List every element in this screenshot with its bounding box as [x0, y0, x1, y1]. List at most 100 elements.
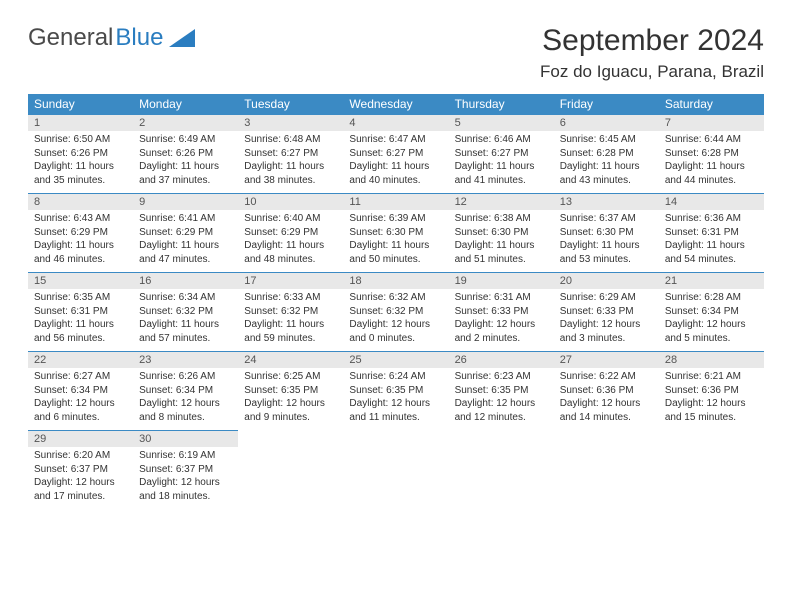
- day-cell: Sunrise: 6:23 AMSunset: 6:35 PMDaylight:…: [449, 368, 554, 431]
- sunset-text: Sunset: 6:29 PM: [244, 226, 337, 240]
- day-header: Saturday: [659, 94, 764, 115]
- day-number: [238, 431, 343, 448]
- day-cell: [238, 447, 343, 509]
- day-number: 14: [659, 194, 764, 211]
- sunset-text: Sunset: 6:32 PM: [349, 305, 442, 319]
- day-cell: Sunrise: 6:35 AMSunset: 6:31 PMDaylight:…: [28, 289, 133, 352]
- day-cell: Sunrise: 6:43 AMSunset: 6:29 PMDaylight:…: [28, 210, 133, 273]
- day-cell: Sunrise: 6:25 AMSunset: 6:35 PMDaylight:…: [238, 368, 343, 431]
- sunset-text: Sunset: 6:28 PM: [665, 147, 758, 161]
- day-cell: Sunrise: 6:50 AMSunset: 6:26 PMDaylight:…: [28, 131, 133, 194]
- day-number: 10: [238, 194, 343, 211]
- day-number: 3: [238, 115, 343, 132]
- sunset-text: Sunset: 6:27 PM: [455, 147, 548, 161]
- day-header: Sunday: [28, 94, 133, 115]
- day-number: [659, 431, 764, 448]
- sunset-text: Sunset: 6:37 PM: [139, 463, 232, 477]
- sunset-text: Sunset: 6:32 PM: [244, 305, 337, 319]
- sunrise-text: Sunrise: 6:33 AM: [244, 291, 337, 305]
- sunset-text: Sunset: 6:36 PM: [560, 384, 653, 398]
- sunrise-text: Sunrise: 6:32 AM: [349, 291, 442, 305]
- day-number: [449, 431, 554, 448]
- sunset-text: Sunset: 6:34 PM: [34, 384, 127, 398]
- sunrise-text: Sunrise: 6:28 AM: [665, 291, 758, 305]
- sunrise-text: Sunrise: 6:41 AM: [139, 212, 232, 226]
- sunset-text: Sunset: 6:29 PM: [34, 226, 127, 240]
- day-number: 16: [133, 273, 238, 290]
- sunset-text: Sunset: 6:37 PM: [34, 463, 127, 477]
- day-header: Monday: [133, 94, 238, 115]
- sunset-text: Sunset: 6:27 PM: [244, 147, 337, 161]
- day-cell: [343, 447, 448, 509]
- day-cell: Sunrise: 6:22 AMSunset: 6:36 PMDaylight:…: [554, 368, 659, 431]
- daylight-text: Daylight: 12 hours and 18 minutes.: [139, 476, 232, 503]
- sunrise-text: Sunrise: 6:38 AM: [455, 212, 548, 226]
- day-number: 20: [554, 273, 659, 290]
- day-number: 22: [28, 352, 133, 369]
- content-row: Sunrise: 6:27 AMSunset: 6:34 PMDaylight:…: [28, 368, 764, 431]
- day-header: Thursday: [449, 94, 554, 115]
- brand-part2: Blue: [115, 24, 163, 52]
- day-number: 2: [133, 115, 238, 132]
- day-cell: Sunrise: 6:24 AMSunset: 6:35 PMDaylight:…: [343, 368, 448, 431]
- daylight-text: Daylight: 12 hours and 5 minutes.: [665, 318, 758, 345]
- daylight-text: Daylight: 11 hours and 40 minutes.: [349, 160, 442, 187]
- sunset-text: Sunset: 6:30 PM: [560, 226, 653, 240]
- day-number: [343, 431, 448, 448]
- day-cell: Sunrise: 6:40 AMSunset: 6:29 PMDaylight:…: [238, 210, 343, 273]
- day-number: 28: [659, 352, 764, 369]
- sunrise-text: Sunrise: 6:31 AM: [455, 291, 548, 305]
- sunrise-text: Sunrise: 6:44 AM: [665, 133, 758, 147]
- daylight-text: Daylight: 11 hours and 38 minutes.: [244, 160, 337, 187]
- day-number: 12: [449, 194, 554, 211]
- day-number: 5: [449, 115, 554, 132]
- day-number: 26: [449, 352, 554, 369]
- sunrise-text: Sunrise: 6:36 AM: [665, 212, 758, 226]
- sunrise-text: Sunrise: 6:48 AM: [244, 133, 337, 147]
- daylight-text: Daylight: 12 hours and 3 minutes.: [560, 318, 653, 345]
- day-number: 24: [238, 352, 343, 369]
- calendar-table: SundayMondayTuesdayWednesdayThursdayFrid…: [28, 94, 764, 509]
- daynum-row: 2930: [28, 431, 764, 448]
- sunset-text: Sunset: 6:35 PM: [244, 384, 337, 398]
- title-block: September 2024 Foz do Iguacu, Parana, Br…: [540, 24, 764, 82]
- daylight-text: Daylight: 11 hours and 51 minutes.: [455, 239, 548, 266]
- daylight-text: Daylight: 12 hours and 17 minutes.: [34, 476, 127, 503]
- sunrise-text: Sunrise: 6:40 AM: [244, 212, 337, 226]
- day-header: Friday: [554, 94, 659, 115]
- day-number: 8: [28, 194, 133, 211]
- daylight-text: Daylight: 12 hours and 0 minutes.: [349, 318, 442, 345]
- day-number: 6: [554, 115, 659, 132]
- sunset-text: Sunset: 6:35 PM: [349, 384, 442, 398]
- daylight-text: Daylight: 12 hours and 15 minutes.: [665, 397, 758, 424]
- daylight-text: Daylight: 12 hours and 12 minutes.: [455, 397, 548, 424]
- day-header-row: SundayMondayTuesdayWednesdayThursdayFrid…: [28, 94, 764, 115]
- day-cell: Sunrise: 6:32 AMSunset: 6:32 PMDaylight:…: [343, 289, 448, 352]
- sunrise-text: Sunrise: 6:37 AM: [560, 212, 653, 226]
- daylight-text: Daylight: 11 hours and 48 minutes.: [244, 239, 337, 266]
- day-cell: Sunrise: 6:39 AMSunset: 6:30 PMDaylight:…: [343, 210, 448, 273]
- sunrise-text: Sunrise: 6:39 AM: [349, 212, 442, 226]
- day-cell: Sunrise: 6:28 AMSunset: 6:34 PMDaylight:…: [659, 289, 764, 352]
- day-cell: Sunrise: 6:48 AMSunset: 6:27 PMDaylight:…: [238, 131, 343, 194]
- day-number: 30: [133, 431, 238, 448]
- daylight-text: Daylight: 11 hours and 44 minutes.: [665, 160, 758, 187]
- day-cell: Sunrise: 6:20 AMSunset: 6:37 PMDaylight:…: [28, 447, 133, 509]
- day-cell: [554, 447, 659, 509]
- sunset-text: Sunset: 6:28 PM: [560, 147, 653, 161]
- daylight-text: Daylight: 12 hours and 11 minutes.: [349, 397, 442, 424]
- day-number: 4: [343, 115, 448, 132]
- day-cell: Sunrise: 6:46 AMSunset: 6:27 PMDaylight:…: [449, 131, 554, 194]
- daylight-text: Daylight: 12 hours and 6 minutes.: [34, 397, 127, 424]
- daylight-text: Daylight: 12 hours and 14 minutes.: [560, 397, 653, 424]
- sunrise-text: Sunrise: 6:46 AM: [455, 133, 548, 147]
- day-cell: Sunrise: 6:31 AMSunset: 6:33 PMDaylight:…: [449, 289, 554, 352]
- sunset-text: Sunset: 6:34 PM: [139, 384, 232, 398]
- triangle-icon: [169, 29, 195, 47]
- daylight-text: Daylight: 11 hours and 57 minutes.: [139, 318, 232, 345]
- day-number: 21: [659, 273, 764, 290]
- day-cell: Sunrise: 6:29 AMSunset: 6:33 PMDaylight:…: [554, 289, 659, 352]
- day-header: Tuesday: [238, 94, 343, 115]
- sunrise-text: Sunrise: 6:22 AM: [560, 370, 653, 384]
- sunrise-text: Sunrise: 6:45 AM: [560, 133, 653, 147]
